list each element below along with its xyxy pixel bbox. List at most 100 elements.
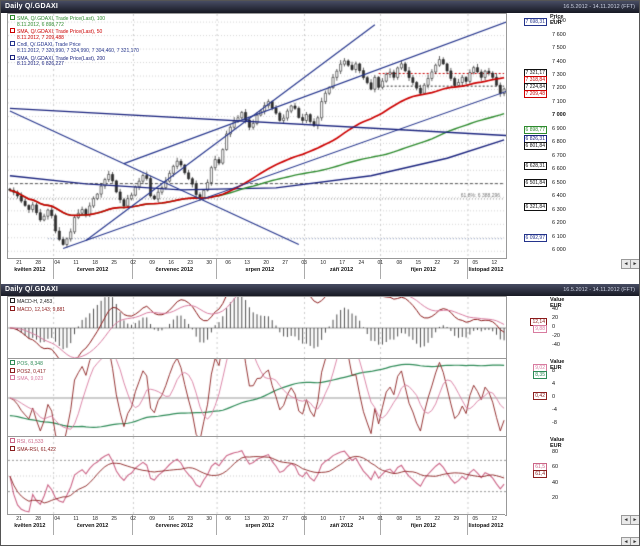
price-axis-ticks[interactable]: 7 700 7 600 7 500 7 400 7 300 7 200 7 100 7 000… [550,18,592,257]
day-tick-label: 17 [339,516,345,522]
price-value-labels: 7 698,31 7 321,17 7 318,84 7 224,84 7 209,48… [506,13,548,257]
rsi-axis-unit: Value EUR [550,437,564,449]
month-separator [303,259,305,279]
rsi-legend: RSI, 61,533 SMA-RSI, 61,422 [10,438,56,453]
month-label: listopad 2012 [468,523,504,529]
value-tick: 40 [552,479,559,486]
day-tick-label: 04 [54,260,60,266]
day-tick-label: 16 [168,516,174,522]
month-label: květen 2012 [14,523,46,529]
trend-oscillator-canvas[interactable] [8,359,506,437]
trend-axis-ticks[interactable]: 8 4 0 -4 -8 [550,358,592,436]
rsi-value-labels: 61,5 61,4 [506,436,548,514]
day-tick-label: 05 [472,516,479,522]
day-tick-label: 01 [377,516,383,522]
legend-entry[interactable]: SMA, Q/.GDAXI, Trade Price(Last), 100 [10,15,139,23]
indicator-chart-date-range: 16.5.2012 - 14.11.2012 (FFT) [563,287,635,293]
bottom-time-axis[interactable]: květen 2012 21 28 červen 2012 04 11 18 25 červen… [7,514,505,535]
macd-axis-unit: Value EUR [550,297,564,309]
price-tick: 6 400 [552,193,566,200]
legend-swatch-icon [10,305,15,311]
month-label: srpen 2012 [245,267,275,273]
day-tick-label: 12 [491,260,498,266]
value-tick: 40 [552,306,559,313]
legend-entry[interactable]: SMA, Q/.GDAXI, Trade Price(Last), 200 [10,54,139,63]
legend-swatch-icon [10,367,15,373]
day-tick-label: 22 [434,260,441,266]
rsi-axis-ticks[interactable]: 80 60 40 20 [550,436,592,514]
scroll-right-button[interactable]: ► [630,515,639,525]
legend-entry[interactable]: POS2, 0,417 [10,367,46,376]
day-tick-label: 02 [130,260,136,266]
day-tick-label: 13 [244,516,250,522]
day-tick-label: 18 [92,516,98,522]
value-tick: 20 [552,495,559,502]
price-tick: 7 500 [552,45,566,52]
macd-panel[interactable]: MACD-H, 2,453 MACD, 12,143; 9,881 [7,296,507,360]
value-label: 8,35 [533,371,547,380]
price-chart-area[interactable]: SMA, Q/.GDAXI, Trade Price(Last), 100 8.1… [7,13,507,259]
price-axis-unit-line1: Price [550,14,564,20]
month-separator [52,515,54,535]
value-label: 7 698,31 [523,17,547,26]
month-label: červen 2012 [76,523,109,529]
legend-entry[interactable]: SMA-RSI, 61,422 [10,445,56,454]
legend-swatch-icon [10,15,15,20]
day-tick-label: 28 [35,260,41,266]
legend-value: 8.11.2012, 7 320,990, 7 324,990, 7 304,4… [17,47,139,54]
month-label: říjen 2012 [410,523,436,529]
month-label: červenec 2012 [155,267,194,273]
scroll-right-button[interactable]: ► [630,259,639,269]
legend-value: 8.11.2012, 6 826,227 [17,61,64,68]
price-chart-canvas[interactable] [8,14,506,258]
price-tick: 6 800 [552,139,566,146]
day-tick-label: 24 [358,516,364,522]
rsi-canvas[interactable] [8,437,506,515]
day-tick-label: 30 [206,516,212,522]
value-tick: 0 [552,324,556,330]
day-tick-label: 12 [491,516,498,522]
top-time-axis[interactable]: květen 2012 21 28 červen 2012 04 11 18 25 červen… [7,258,505,279]
value-label: 6 898,77 [523,125,547,134]
day-tick-label: 10 [320,260,326,266]
legend-entry[interactable]: Cndl, Q/.GDAXI, Trade Price [10,41,139,49]
price-tick: 6 000 [552,247,566,254]
trend-oscillator-legend: POS, 8,348 POS2, 0,417 SMA, 9,023 [10,360,46,383]
trend-axis-unit-line2: EUR [550,365,562,371]
value-label: 6 321,84 [523,203,547,212]
month-separator [52,259,54,279]
value-tick: 4 [552,381,556,387]
macd-canvas[interactable] [8,297,506,359]
rsi-panel[interactable]: RSI, 61,533 SMA-RSI, 61,422 [7,436,507,516]
price-tick: 7 400 [552,58,566,65]
legend-entry[interactable]: SMA, 9,023 [10,375,46,383]
day-tick-label: 25 [111,516,117,522]
price-axis-unit-line2: EUR [550,20,562,26]
macd-axis-ticks[interactable]: 40 20 0 -20 -40 [550,306,592,358]
day-tick-label: 02 [130,516,136,522]
trend-value-labels: 9,02 8,35 0,42 [506,358,548,436]
price-tick: 6 900 [552,125,566,132]
legend-entry[interactable]: SMA, Q/.GDAXI, Trade Price(Last), 50 [10,28,139,36]
rsi-axis-unit-line1: Value [550,437,565,443]
month-label: červen 2012 [76,267,109,273]
legend-entry[interactable]: RSI, 61,533 [10,438,56,446]
day-tick-label: 24 [358,260,364,266]
legend-entry[interactable]: MACD-H, 2,453 [10,298,65,306]
legend-swatch-icon [10,298,15,303]
top-chart-title: Daily Q/.GDAXI [5,3,58,10]
price-tick: 6 700 [552,152,566,159]
day-tick-label: 09 [149,516,155,522]
day-tick-label: 03 [301,260,307,266]
month-label: září 2012 [329,523,354,529]
legend-entry[interactable]: POS, 8,348 [10,360,46,368]
price-chart-legend: SMA, Q/.GDAXI, Trade Price(Last), 100 8.1… [10,15,139,68]
legend-entry[interactable]: MACD, 12,143; 9,881 [10,305,65,314]
trend-oscillator-panel[interactable]: POS, 8,348 POS2, 0,417 SMA, 9,023 [7,358,507,438]
value-tick: 0 [552,394,556,400]
month-label: červenec 2012 [155,523,194,529]
day-tick-label: 20 [263,516,269,522]
scroll-right-button[interactable]: ► [630,537,639,545]
legend-swatch-icon [10,28,15,34]
macd-legend: MACD-H, 2,453 MACD, 12,143; 9,881 [10,298,65,313]
